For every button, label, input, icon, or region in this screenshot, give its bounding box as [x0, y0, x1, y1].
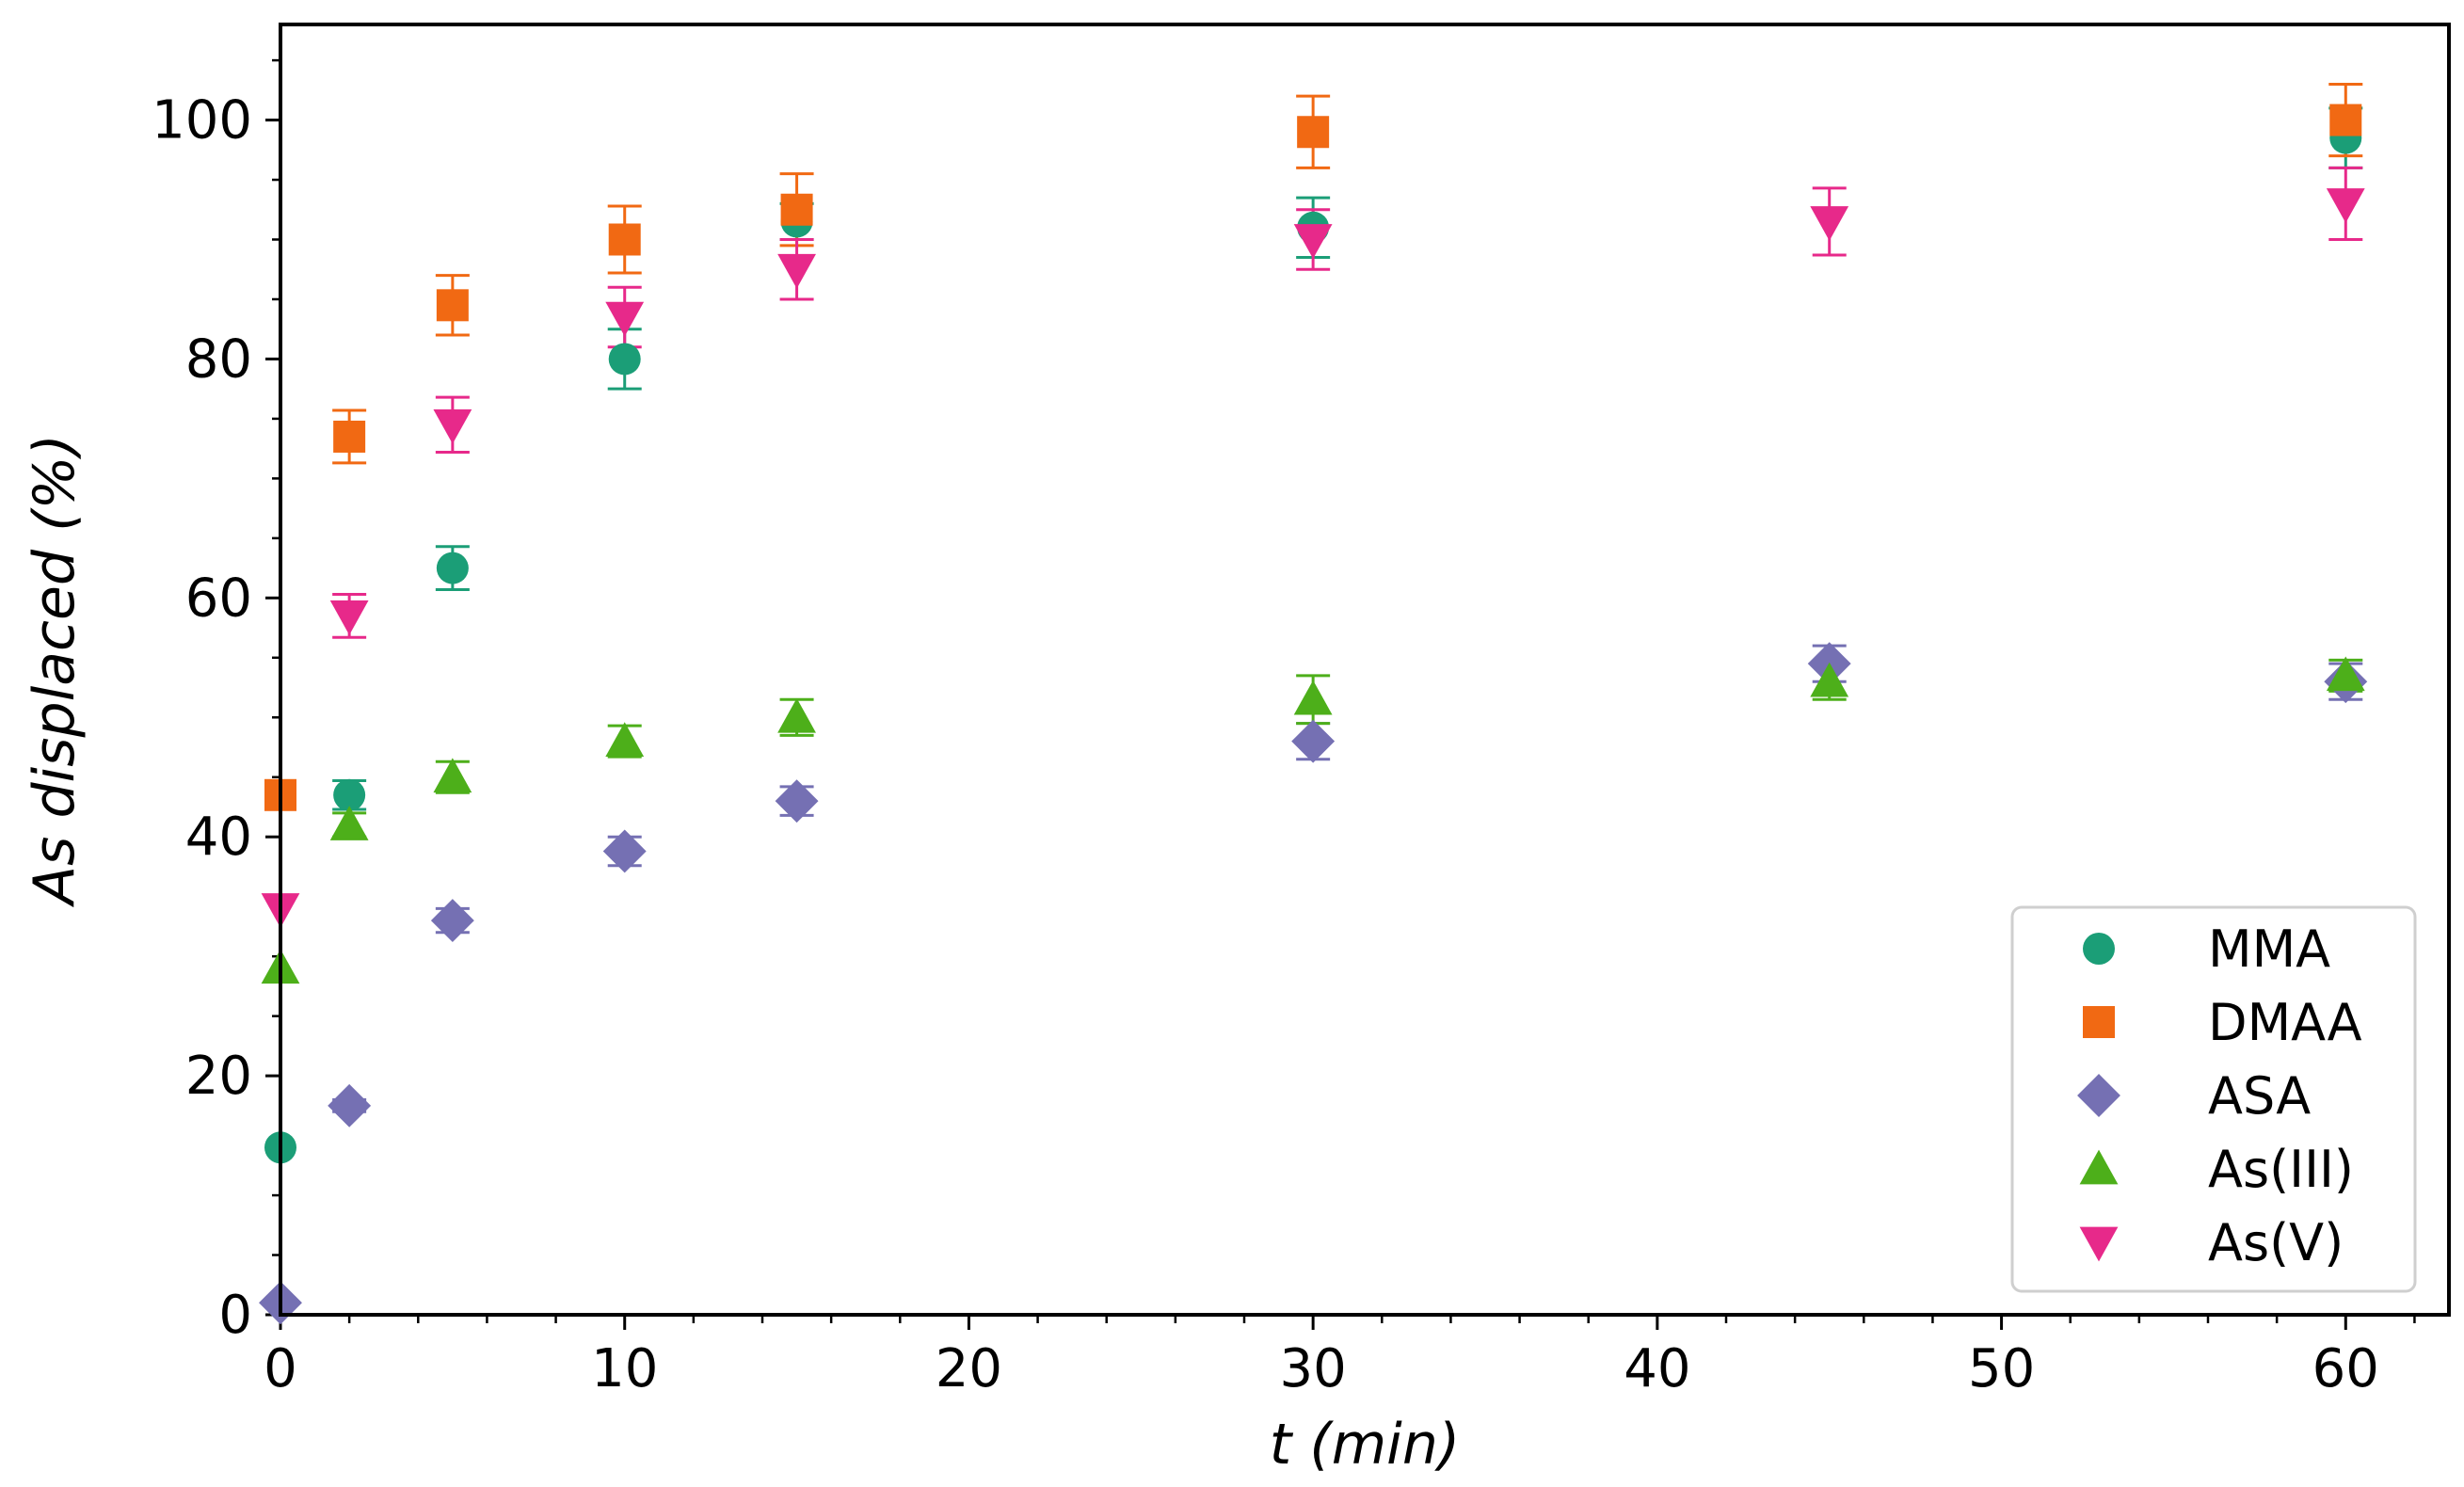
- points-layer: [259, 104, 2368, 1325]
- asa-point: [602, 829, 647, 873]
- legend-label-as-iii: As(III): [2208, 1140, 2354, 1199]
- legend-marker-asa: [2077, 1074, 2120, 1117]
- y-tick-label: 40: [185, 807, 252, 868]
- x-tick-label: 10: [591, 1338, 658, 1399]
- dmaa-point: [333, 420, 366, 453]
- as-iii-point: [433, 758, 472, 793]
- as-iii-point: [777, 697, 816, 733]
- x-tick-label: 60: [2312, 1338, 2379, 1399]
- dmaa-point: [608, 223, 641, 256]
- as-iii-point: [329, 806, 369, 840]
- x-tick-label: 50: [1968, 1338, 2035, 1399]
- y-tick-label: 100: [152, 90, 252, 152]
- as-v-point: [777, 253, 816, 289]
- y-tick-label: 60: [185, 568, 252, 629]
- as-v-point: [433, 408, 472, 444]
- as-iii-point: [1293, 680, 1333, 715]
- asa-point: [430, 899, 474, 943]
- legend-label-dmaa: DMAA: [2208, 993, 2362, 1052]
- y-axis-title: As displaced (%): [22, 434, 88, 908]
- dmaa-point: [436, 289, 469, 322]
- legend-label-as-v: As(V): [2208, 1213, 2344, 1272]
- legend-marker-as-v: [2079, 1226, 2119, 1262]
- asa-point: [328, 1083, 372, 1127]
- legend: MMA DMAA ASA As(III) As(V): [2010, 905, 2417, 1293]
- mma-point: [608, 343, 641, 376]
- y-tick-label: 0: [218, 1285, 252, 1346]
- mma-point: [333, 778, 366, 811]
- as-v-point: [605, 301, 645, 337]
- legend-box: [2010, 905, 2417, 1293]
- as-iii-point: [605, 722, 645, 757]
- legend-marker-mma: [2083, 933, 2115, 965]
- mma-point: [436, 552, 469, 584]
- plot-frame: [279, 23, 2451, 1317]
- legend-label-asa: ASA: [2208, 1066, 2311, 1126]
- dmaa-point: [2329, 104, 2362, 136]
- as-v-point: [329, 600, 369, 635]
- as-v-point: [1810, 206, 1849, 241]
- x-tick-label: 0: [264, 1338, 297, 1399]
- y-tick-label: 80: [185, 328, 252, 390]
- legend-marker-dmaa: [2083, 1006, 2115, 1038]
- y-tick-label: 20: [185, 1046, 252, 1107]
- legend-label-mma: MMA: [2208, 919, 2330, 979]
- ticks-layer: 0 10 20 30 40 50 60 0 20 40 60 80 100: [152, 58, 2416, 1399]
- x-axis-title: t (min): [1270, 1412, 1461, 1478]
- x-tick-label: 40: [1624, 1338, 1690, 1399]
- dmaa-point: [1297, 116, 1330, 149]
- legend-marker-as-iii: [2079, 1149, 2119, 1185]
- as-iii-point: [2326, 656, 2365, 692]
- asa-point: [775, 779, 819, 823]
- as-v-point: [2326, 188, 2365, 223]
- as-v-point: [1293, 224, 1333, 259]
- x-tick-label: 30: [1280, 1338, 1347, 1399]
- x-tick-label: 20: [936, 1338, 1002, 1399]
- asa-point: [1291, 719, 1336, 763]
- dmaa-point: [780, 193, 813, 226]
- as-iii-point: [1810, 662, 1849, 697]
